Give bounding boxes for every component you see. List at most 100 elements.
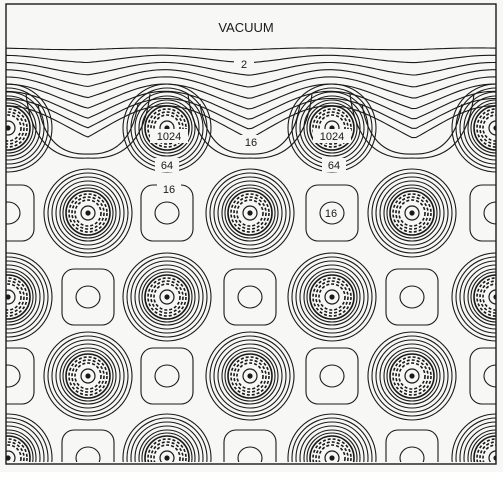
contour-label-2: 2 bbox=[241, 59, 247, 71]
atom-contour-ring bbox=[205, 168, 295, 258]
atom-contour-ring bbox=[455, 417, 496, 462]
atom-contour-ring bbox=[227, 353, 273, 399]
atom-contour-ring bbox=[74, 362, 102, 390]
atom-contour-ring bbox=[47, 172, 129, 254]
interstitial-oval-contour bbox=[319, 364, 345, 388]
atom-nucleus-dot bbox=[164, 455, 170, 461]
interstitial-oval-contour bbox=[483, 201, 496, 225]
atom-contour-ring bbox=[147, 108, 187, 148]
atom-contour-ring bbox=[476, 277, 496, 317]
atom-contour-ring bbox=[6, 91, 45, 165]
atom-contour-ring bbox=[217, 180, 283, 246]
atom-nucleus-dot bbox=[85, 373, 91, 379]
atom-contour-ring bbox=[389, 353, 435, 399]
interstitial-square-contour bbox=[6, 184, 35, 242]
atom-contour-ring bbox=[138, 268, 196, 326]
atom-contours bbox=[6, 83, 496, 462]
atom-contour-ring bbox=[51, 176, 125, 250]
atom-contour-ring bbox=[6, 280, 25, 314]
atom-contour-group bbox=[6, 83, 53, 173]
atom-contour-ring bbox=[122, 252, 212, 342]
atom-contour-group bbox=[43, 331, 133, 421]
atom-contour-group bbox=[6, 413, 53, 462]
atom-contour-ring bbox=[68, 356, 108, 396]
atom-contour-ring bbox=[367, 168, 457, 258]
atom-inner-ring bbox=[404, 205, 420, 221]
atom-contour-ring bbox=[230, 356, 270, 396]
atom-contour-ring bbox=[459, 421, 496, 462]
atom-contour-ring bbox=[367, 331, 457, 421]
atom-contour-ring bbox=[126, 256, 208, 338]
interstitial-square-contour bbox=[61, 429, 115, 462]
interstitial-square-contour bbox=[469, 347, 496, 405]
atom-contour-ring bbox=[392, 193, 432, 233]
contour-label-16-center: 16 bbox=[325, 208, 337, 220]
interstitial-square-contour bbox=[6, 347, 35, 405]
atom-contour-group bbox=[205, 331, 295, 421]
atom-nucleus-dot bbox=[493, 125, 496, 131]
atom-contour-ring bbox=[309, 274, 355, 320]
atom-contour-ring bbox=[62, 187, 114, 239]
interstitial-group bbox=[469, 184, 496, 242]
interstitial-square-contour bbox=[61, 268, 115, 326]
interstitial-group bbox=[385, 429, 439, 462]
atom-contour-ring bbox=[459, 260, 496, 334]
atom-contour-ring bbox=[482, 444, 496, 462]
atom-contour-ring bbox=[473, 274, 496, 320]
atom-contour-group bbox=[451, 83, 496, 173]
atom-contour-ring bbox=[315, 441, 349, 462]
atom-contour-ring bbox=[6, 256, 49, 338]
atom-contour-ring bbox=[470, 432, 496, 462]
interstitial-oval-contour bbox=[483, 364, 496, 388]
atom-nucleus-dot bbox=[6, 125, 11, 131]
atom-contour-ring bbox=[6, 425, 41, 462]
atom-contour-ring bbox=[6, 111, 25, 145]
atom-nucleus-dot bbox=[493, 294, 496, 300]
interstitial-contours bbox=[6, 184, 496, 462]
atom-contour-ring bbox=[375, 176, 449, 250]
atom-contour-group bbox=[451, 413, 496, 462]
atom-contour-ring bbox=[134, 425, 200, 462]
contour-label-16-trough: 16 bbox=[245, 137, 257, 149]
atom-contour-ring bbox=[6, 413, 53, 462]
atom-contour-ring bbox=[467, 99, 496, 157]
atom-contour-ring bbox=[463, 95, 496, 161]
label-bg-2 bbox=[234, 57, 254, 71]
interstitial-square-contour bbox=[469, 184, 496, 242]
atom-contour-ring bbox=[6, 274, 31, 320]
atom-contour-group bbox=[43, 168, 133, 258]
atom-contour-ring bbox=[144, 274, 190, 320]
atom-contour-ring bbox=[451, 413, 496, 462]
atom-contour-ring bbox=[141, 102, 193, 154]
atom-inner-ring bbox=[6, 450, 16, 462]
atom-contour-ring bbox=[482, 114, 496, 142]
interstitial-oval-contour bbox=[237, 446, 263, 462]
atom-contour-ring bbox=[291, 256, 373, 338]
atom-contour-ring bbox=[205, 331, 295, 421]
atom-contour-ring bbox=[68, 193, 108, 233]
interstitial-oval-contour bbox=[154, 364, 180, 388]
interstitial-square-contour bbox=[305, 347, 359, 405]
atom-contour-ring bbox=[150, 441, 184, 462]
atom-contour-ring bbox=[473, 105, 496, 151]
interstitial-group bbox=[469, 347, 496, 405]
contour-label-16-upper: 16 bbox=[163, 184, 175, 196]
atom-contour-group bbox=[6, 252, 53, 342]
atom-contour-ring bbox=[150, 111, 184, 145]
surface-contour-line bbox=[6, 83, 496, 110]
atom-contour-ring bbox=[455, 256, 496, 338]
atom-contour-ring bbox=[6, 435, 31, 462]
atom-contour-ring bbox=[130, 421, 204, 462]
label-bg-1024-right bbox=[313, 129, 351, 143]
atom-contour-ring bbox=[126, 417, 208, 462]
label-bg-16-trough bbox=[238, 135, 264, 149]
atom-nucleus-dot bbox=[164, 294, 170, 300]
atom-contour-ring bbox=[221, 184, 279, 242]
trough-contour-line bbox=[361, 103, 463, 155]
atom-inner-ring bbox=[324, 289, 340, 305]
atom-nucleus-dot bbox=[329, 455, 335, 461]
atom-contour-ring bbox=[6, 441, 25, 462]
atom-contour-ring bbox=[306, 271, 358, 323]
